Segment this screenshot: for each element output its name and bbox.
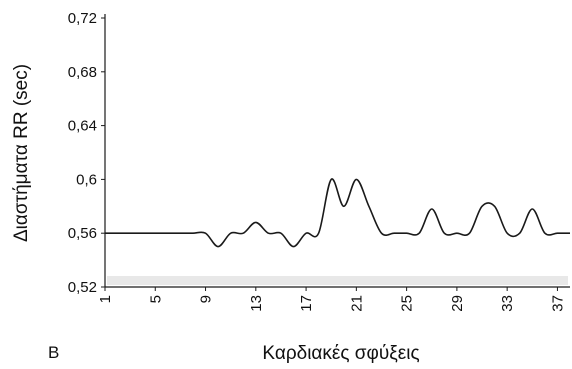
x-tick-label: 9 — [198, 295, 215, 303]
y-ticks: 0,52 0,56 0,6 0,64 0,68 0,72 — [68, 10, 105, 296]
x-tick-label: 1 — [97, 295, 114, 303]
panel-label: B — [48, 343, 59, 362]
y-tick-label: 0,64 — [68, 118, 97, 135]
y-axis-title: Διαστήματα RR (sec) — [11, 64, 32, 242]
x-tick-label: 37 — [549, 295, 566, 312]
x-ticks: 1 5 9 13 17 21 25 29 33 37 — [97, 287, 566, 312]
x-tick-label: 29 — [449, 295, 466, 312]
rr-interval-series-line — [104, 178, 570, 248]
y-tick-label: 0,72 — [68, 10, 97, 27]
x-tick-label: 33 — [499, 295, 516, 312]
baseline-band — [107, 276, 568, 285]
x-axis-title: Καρδιακές σφύξεις — [262, 343, 419, 364]
x-tick-label: 13 — [248, 295, 265, 312]
x-tick-label: 5 — [147, 295, 164, 303]
x-tick-label: 25 — [399, 295, 416, 312]
y-tick-label: 0,68 — [68, 64, 97, 81]
y-tick-label: 0,6 — [76, 171, 97, 188]
y-tick-label: 0,56 — [68, 225, 97, 242]
series-group — [104, 178, 570, 248]
y-tick-label: 0,52 — [68, 279, 97, 296]
x-tick-label: 17 — [298, 295, 315, 312]
x-tick-label: 21 — [348, 295, 365, 312]
